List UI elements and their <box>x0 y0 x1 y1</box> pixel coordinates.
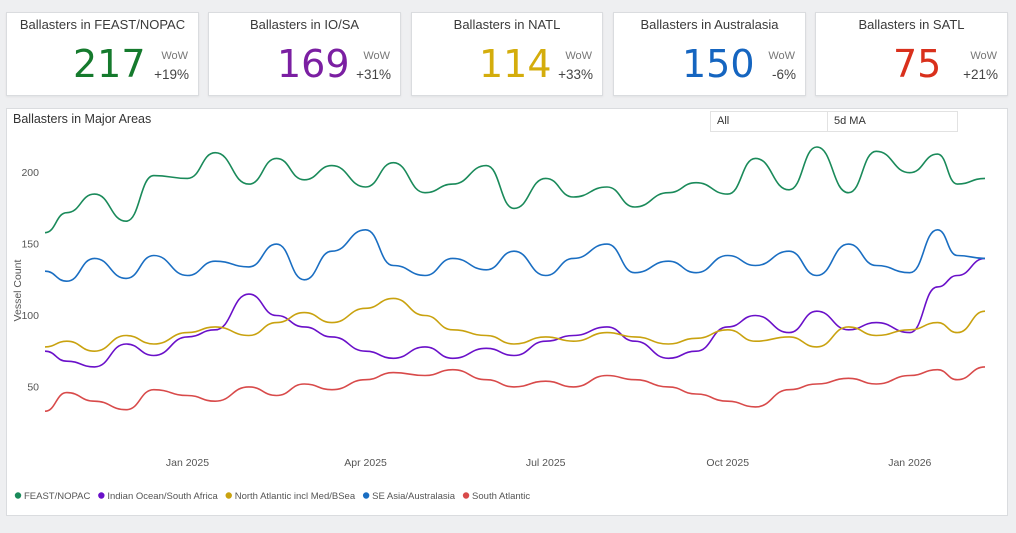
wow-label: WoW <box>970 50 997 62</box>
card-value: 75 <box>893 42 942 86</box>
card-value: 217 <box>73 42 146 86</box>
card-value: 114 <box>479 42 552 86</box>
wow-value: +33% <box>558 67 593 82</box>
slicer-moving-average[interactable]: 5d MA <box>827 111 958 132</box>
wow-label: WoW <box>363 50 390 62</box>
wow-value: -6% <box>771 67 796 82</box>
x-tick-label: Jan 2025 <box>166 457 209 469</box>
kpi-card-io-sa: Ballasters in IO/SA 169 WoW +31% <box>208 12 401 96</box>
legend-marker <box>462 492 470 499</box>
wow-label: WoW <box>565 50 592 62</box>
x-tick-label: Oct 2025 <box>706 457 749 469</box>
kpi-card-feast-nopac: Ballasters in FEAST/NOPAC 217 WoW +19% <box>6 12 199 96</box>
legend-label: Indian Ocean/South Africa <box>107 491 218 502</box>
legend-marker <box>225 492 232 499</box>
card-title: Ballasters in FEAST/NOPAC <box>19 17 186 32</box>
series-line-north-atlantic-incl-med-bsea <box>44 297 986 352</box>
wow-value: +21% <box>963 67 998 82</box>
wow-value: +31% <box>356 67 391 82</box>
card-title: Ballasters in SATL <box>858 17 965 32</box>
legend-marker <box>362 492 370 499</box>
card-title: Ballasters in Australasia <box>640 17 779 32</box>
wow-label: WoW <box>161 50 188 62</box>
legend-label: South Atlantic <box>472 491 530 502</box>
legend-label: FEAST/NOPAC <box>24 491 90 502</box>
kpi-card-satl: Ballasters in SATL 75 WoW +21% <box>815 12 1008 96</box>
legend-marker <box>98 492 105 499</box>
legend-marker <box>14 492 22 499</box>
y-tick-label: 50 <box>27 381 39 393</box>
kpi-card-natl: Ballasters in NATL 114 WoW +33% <box>411 12 603 96</box>
series-line-se-asia-australasia <box>44 229 986 282</box>
y-tick-label: 200 <box>21 167 39 179</box>
series-line-indian-ocean-south-africa <box>44 257 986 368</box>
x-tick-label: Apr 2025 <box>344 457 387 469</box>
panel-title: Ballasters in Major Areas <box>13 112 152 126</box>
line-chart: 50 100 150 200 Vessel Count Jan 2025 Apr 2025 J… <box>12 146 986 502</box>
card-value: 150 <box>682 42 755 86</box>
card-value: 169 <box>277 42 350 86</box>
series-line-feast-nopac <box>44 146 986 234</box>
wow-value: +19% <box>154 67 189 82</box>
card-title: Ballasters in IO/SA <box>249 17 360 32</box>
x-tick-label: Jan 2026 <box>888 457 931 469</box>
y-tick-label: 150 <box>21 239 39 251</box>
legend-label: North Atlantic incl Med/BSea <box>235 491 356 502</box>
chart-panel: 50 100 150 200 Vessel Count Jan 2025 Apr 2025 J… <box>6 108 1008 516</box>
y-tick-label: 100 <box>21 310 39 322</box>
kpi-card-australasia: Ballasters in Australasia 150 WoW -6% <box>613 12 806 96</box>
x-tick-label: Jul 2025 <box>526 457 566 469</box>
slicer-all[interactable]: All <box>710 111 828 132</box>
y-axis-label: Vessel Count <box>12 259 24 321</box>
card-title: Ballasters in NATL <box>453 17 561 32</box>
series-line-south-atlantic <box>44 366 986 412</box>
legend-label: SE Asia/Australasia <box>372 491 456 502</box>
wow-label: WoW <box>768 50 795 62</box>
